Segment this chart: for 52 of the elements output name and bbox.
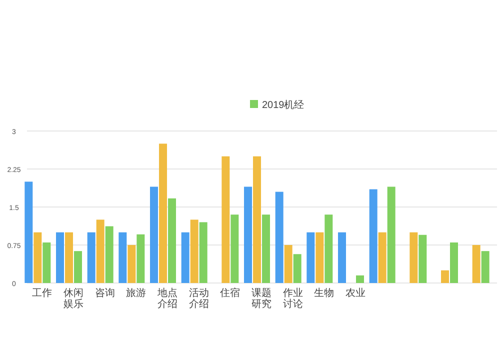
bar	[472, 245, 480, 283]
bar	[262, 214, 270, 283]
bar	[159, 144, 167, 283]
bar	[87, 232, 96, 283]
bar	[441, 270, 449, 283]
x-tick-label: 工作	[32, 288, 52, 299]
bar	[324, 214, 333, 283]
bar	[356, 275, 364, 283]
bar	[450, 242, 458, 283]
x-tick-label: 咨询	[94, 287, 115, 299]
bar	[24, 182, 33, 283]
bar	[56, 232, 64, 283]
bar	[199, 222, 208, 283]
bar	[378, 232, 386, 283]
x-tick-label: 休闲娱乐	[64, 287, 84, 310]
bar	[150, 186, 158, 283]
bar	[136, 234, 145, 283]
bar	[387, 186, 396, 283]
bar	[481, 251, 490, 283]
bar	[244, 186, 252, 283]
legend-label: 2019机经	[262, 99, 304, 111]
bar	[338, 232, 346, 283]
bar	[190, 220, 198, 283]
bar	[65, 232, 73, 283]
x-tick-label: 旅游	[126, 287, 146, 299]
x-tick-label: 课题研究	[252, 287, 272, 310]
bar	[168, 198, 176, 283]
bar	[306, 232, 315, 283]
bar	[74, 251, 82, 283]
x-tick-label: 地点介绍	[156, 287, 178, 310]
x-tick-label: 作业讨论	[282, 287, 303, 310]
x-tick-label: 生物	[314, 287, 334, 299]
bar	[316, 232, 324, 283]
bar	[284, 245, 292, 283]
x-tick-label: 住宿	[220, 287, 240, 299]
bar	[118, 232, 127, 283]
bar	[128, 245, 136, 283]
bar	[42, 242, 51, 283]
bar	[34, 232, 42, 283]
bar	[230, 214, 239, 283]
bar	[253, 156, 261, 283]
bar	[96, 220, 104, 283]
x-tick-label: 活动介绍	[188, 287, 209, 310]
bar	[418, 234, 427, 283]
bar	[369, 189, 378, 283]
bar	[410, 232, 418, 283]
bar	[105, 226, 114, 283]
bar	[293, 254, 302, 283]
bar	[181, 232, 190, 283]
x-tick-label: 农业	[346, 287, 366, 299]
bar	[222, 156, 230, 283]
bar	[275, 192, 284, 283]
